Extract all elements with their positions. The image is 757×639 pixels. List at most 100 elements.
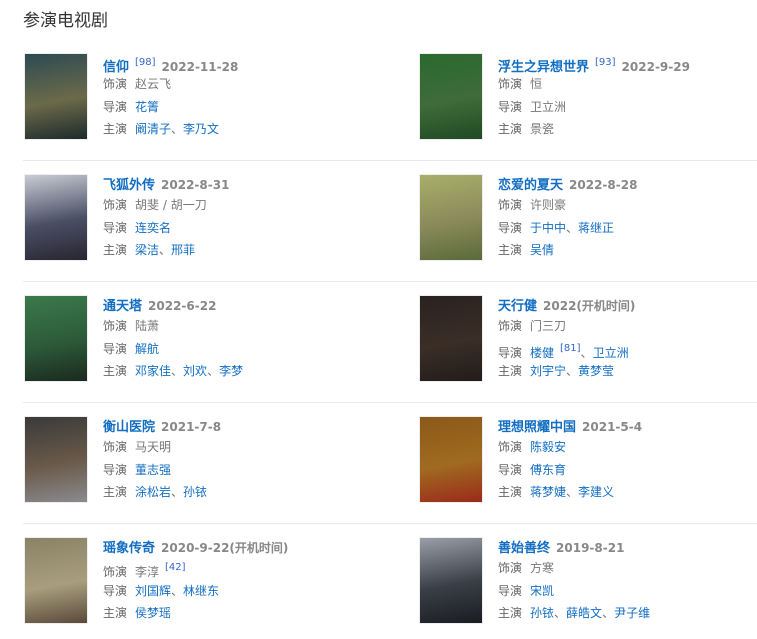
series-title-link[interactable]: 天行健 [498, 299, 538, 314]
director-row: 导演 解航 [103, 338, 243, 361]
person-link[interactable]: 解航 [135, 341, 160, 356]
person-link[interactable]: 阚清子 [135, 122, 172, 136]
role-row: 饰演 李淳 [42] [103, 557, 288, 580]
person-link[interactable]: 刘宇宁 [530, 364, 567, 378]
person-name: 许则豪 [530, 198, 567, 212]
series-title-link[interactable]: 浮生之异想世界 [498, 60, 590, 75]
person-link[interactable]: 花箐 [135, 99, 160, 114]
poster-image[interactable] [419, 53, 483, 140]
role-label: 饰演 [498, 319, 523, 333]
director-label: 导演 [498, 99, 523, 114]
person-link[interactable]: 连奕名 [135, 220, 172, 235]
citation-link[interactable]: [81] [560, 342, 581, 354]
director-row: 导演 董志强 [103, 459, 221, 482]
citation-link[interactable]: [98] [135, 57, 156, 68]
series-info: 恋爱的夏天 2022-8-28 饰演 许则豪 导演 于中中、蒋继正 主演 吴倩 [498, 174, 637, 262]
director-label: 导演 [103, 341, 128, 356]
poster-image[interactable] [419, 174, 483, 261]
starring-label: 主演 [498, 485, 523, 499]
person-link[interactable]: 黄梦莹 [578, 364, 615, 378]
person-link[interactable]: 侯梦瑶 [135, 606, 172, 620]
director-row: 导演 花箐 [103, 96, 238, 119]
person-name: 景瓷 [530, 122, 555, 136]
title-line: 信仰 [98] 2022-11-28 [103, 53, 238, 75]
series-title-link[interactable]: 善始善终 [498, 541, 551, 556]
director-row: 导演 傅东育 [498, 459, 642, 482]
release-date: 2022-8-31 [161, 178, 230, 192]
series-info: 通天塔 2022-6-22 饰演 陆萧 导演 解航 主演 邓家佳、刘欢、李梦 [103, 295, 243, 383]
poster-image[interactable] [419, 416, 483, 503]
series-title-link[interactable]: 衡山医院 [103, 420, 156, 435]
separator: 、 [554, 606, 567, 620]
role-row: 饰演 许则豪 [498, 194, 637, 217]
series-item: 瑶象传奇 2020-9-22(开机时间) 饰演 李淳 [42] 导演 刘国辉、林继东 主演 侯梦… [24, 537, 384, 637]
role-row: 饰演 胡斐 / 胡一刀 [103, 194, 229, 217]
poster-image[interactable] [419, 537, 483, 624]
person-link[interactable]: 尹子维 [614, 606, 651, 620]
director-label: 导演 [103, 220, 128, 235]
person-link[interactable]: 薛皓文 [566, 606, 603, 620]
person-link[interactable]: 吴倩 [530, 243, 555, 257]
person-link[interactable]: 涂松岩 [135, 485, 172, 499]
poster-image[interactable] [419, 295, 483, 382]
citation-link[interactable]: [42] [165, 562, 186, 573]
release-date: 2021-5-4 [582, 420, 643, 434]
person-link[interactable]: 傅东育 [530, 462, 567, 477]
series-title-link[interactable]: 信仰 [103, 60, 130, 75]
director-label: 导演 [103, 462, 128, 477]
person-link[interactable]: 邓家佳 [135, 364, 172, 378]
starring-label: 主演 [498, 364, 523, 378]
citation-link[interactable]: [93] [595, 57, 616, 68]
role-label: 饰演 [498, 77, 523, 91]
role-label: 饰演 [498, 561, 523, 575]
series-title-link[interactable]: 理想照耀中国 [498, 420, 577, 435]
poster-image[interactable] [24, 53, 88, 140]
person-link[interactable]: 楼健 [530, 345, 555, 360]
starring-row: 主演 梁洁、邢菲 [103, 239, 229, 262]
poster-image[interactable] [24, 295, 88, 382]
role-row: 饰演 陆萧 [103, 315, 243, 338]
person-link[interactable]: 邢菲 [171, 243, 196, 257]
person-link[interactable]: 刘国辉 [135, 583, 172, 598]
series-title-link[interactable]: 瑶象传奇 [103, 541, 156, 556]
release-date: 2022-8-28 [569, 178, 638, 192]
role-label: 饰演 [498, 198, 523, 212]
poster-image[interactable] [24, 537, 88, 624]
series-title-link[interactable]: 飞狐外传 [103, 178, 156, 193]
title-line: 恋爱的夏天 2022-8-28 [498, 174, 637, 194]
person-link[interactable]: 李梦 [219, 364, 244, 378]
separator: 、 [159, 243, 172, 257]
starring-row: 主演 阚清子、李乃文 [103, 118, 238, 141]
person-link[interactable]: 宋凯 [530, 583, 555, 598]
title-line: 瑶象传奇 2020-9-22(开机时间) [103, 537, 288, 557]
person-link[interactable]: 刘欢 [183, 364, 208, 378]
role-label: 饰演 [103, 565, 128, 579]
series-title-link[interactable]: 恋爱的夏天 [498, 178, 564, 193]
series-info: 瑶象传奇 2020-9-22(开机时间) 饰演 李淳 [42] 导演 刘国辉、林继东 主演 侯梦… [103, 537, 288, 625]
person-link[interactable]: 孙铱 [183, 485, 208, 499]
person-link[interactable]: 蒋继正 [578, 220, 615, 235]
director-row: 导演 连奕名 [103, 217, 229, 240]
starring-row: 主演 侯梦瑶 [103, 602, 288, 625]
poster-image[interactable] [24, 174, 88, 261]
release-date: 2022-6-22 [148, 299, 217, 313]
poster-image[interactable] [24, 416, 88, 503]
director-label: 导演 [498, 345, 523, 360]
person-link[interactable]: 蒋梦婕 [530, 485, 567, 499]
person-link[interactable]: 孙铱 [530, 606, 555, 620]
person-link[interactable]: 董志强 [135, 462, 172, 477]
person-link[interactable]: 李建义 [578, 485, 615, 499]
person-link[interactable]: 梁洁 [135, 243, 160, 257]
title-line: 通天塔 2022-6-22 [103, 295, 243, 315]
role-row: 饰演 门三刀 [498, 315, 635, 338]
person-link[interactable]: 于中中 [530, 220, 567, 235]
person-link[interactable]: 卫立洲 [592, 345, 629, 360]
director-label: 导演 [103, 99, 128, 114]
person-link[interactable]: 林继东 [183, 583, 220, 598]
series-title-link[interactable]: 通天塔 [103, 299, 143, 314]
director-label: 导演 [498, 583, 523, 598]
person-link[interactable]: 李乃文 [183, 122, 220, 136]
series-item: 天行健 2022(开机时间) 饰演 门三刀 导演 楼健 [81]、卫立洲 主演 刘宇宁、黄梦莹 [419, 295, 757, 395]
person-link[interactable]: 陈毅安 [530, 440, 567, 454]
role-label: 饰演 [103, 319, 128, 333]
